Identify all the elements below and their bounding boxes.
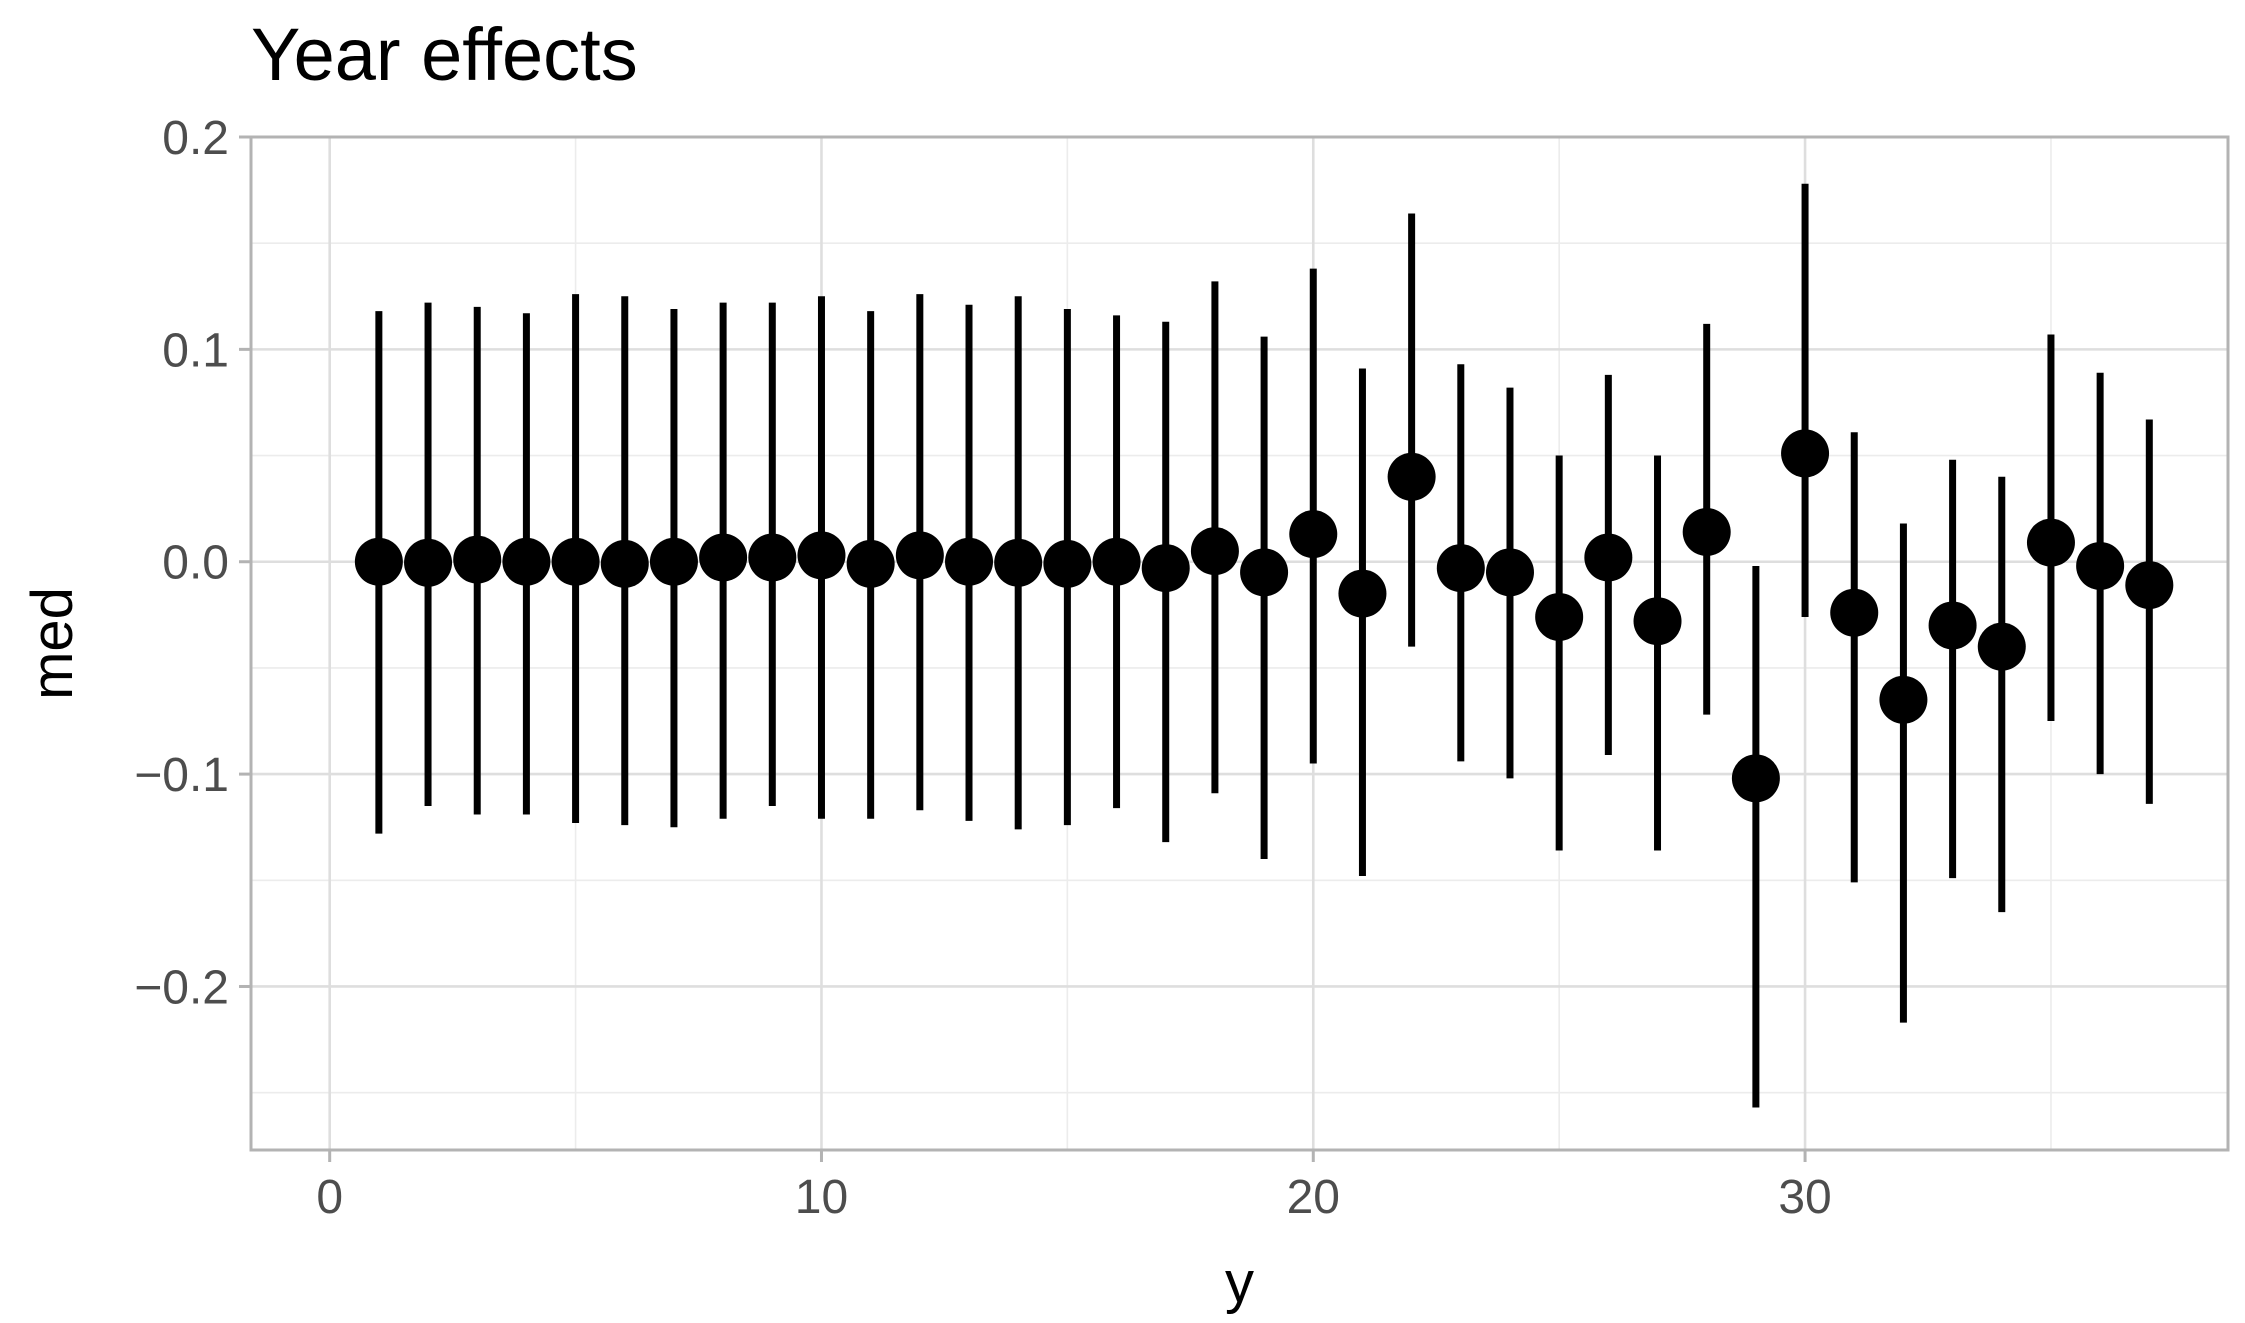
error-bars	[375, 183, 2153, 1108]
x-tick-label: 20	[1287, 1171, 1340, 1224]
data-point	[1289, 510, 1338, 559]
y-axis-title: med	[20, 587, 85, 700]
x-axis-title: y	[1225, 1250, 1254, 1315]
data-point	[1879, 675, 1928, 724]
x-tick-label: 30	[1778, 1171, 1831, 1224]
y-tick-label: 0.2	[162, 112, 229, 165]
x-tick-label: 0	[316, 1171, 343, 1224]
data-point	[1436, 544, 1485, 593]
chart-title: Year effects	[251, 13, 638, 96]
data-point	[797, 531, 846, 580]
data-point	[649, 537, 698, 586]
y-tick-label: −0.1	[134, 749, 229, 802]
data-point	[2026, 518, 2075, 567]
y-tick-label: 0.1	[162, 324, 229, 377]
data-point	[354, 537, 403, 586]
data-point	[1141, 544, 1190, 593]
data-point	[699, 533, 748, 582]
data-point	[1338, 569, 1387, 618]
data-point	[994, 538, 1043, 587]
data-point	[2076, 541, 2125, 590]
data-point	[2125, 561, 2174, 610]
data-point	[1633, 597, 1682, 646]
data-points	[354, 429, 2174, 803]
data-point	[1731, 754, 1780, 803]
data-point	[945, 537, 994, 586]
data-point	[846, 539, 895, 588]
plot-panel-border	[249, 135, 2230, 1152]
y-tick-label: 0.0	[162, 537, 229, 590]
data-point	[1535, 592, 1584, 641]
data-point	[1928, 601, 1977, 650]
data-point	[1830, 588, 1879, 637]
data-point	[1682, 508, 1731, 557]
data-point	[748, 533, 797, 582]
data-point	[1387, 452, 1436, 501]
data-point	[453, 535, 502, 584]
data-point	[895, 531, 944, 580]
data-point	[1240, 548, 1289, 597]
data-point	[1092, 537, 1141, 586]
y-axis-ticks: −0.2 −0.1 0.0 0.1 0.2	[134, 112, 251, 1014]
x-axis-ticks: 0 10 20 30	[316, 1150, 1832, 1224]
data-point	[1043, 539, 1092, 588]
data-point	[1977, 622, 2026, 671]
data-point	[1584, 533, 1633, 582]
data-point	[551, 537, 600, 586]
y-tick-label: −0.2	[134, 961, 229, 1014]
data-point	[1485, 548, 1534, 597]
minor-gridlines	[251, 137, 2228, 1150]
data-point	[1190, 527, 1239, 576]
data-point	[1781, 429, 1830, 478]
data-point	[404, 538, 453, 587]
x-tick-label: 10	[795, 1171, 848, 1224]
major-gridlines	[251, 135, 2228, 1150]
data-point	[600, 539, 649, 588]
data-point	[502, 537, 551, 586]
